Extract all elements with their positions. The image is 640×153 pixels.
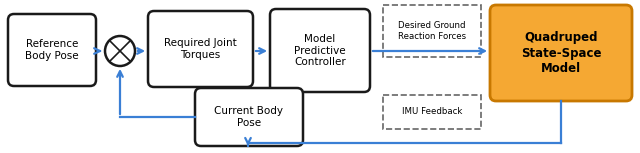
FancyBboxPatch shape <box>8 14 96 86</box>
FancyBboxPatch shape <box>490 5 632 101</box>
FancyBboxPatch shape <box>383 95 481 129</box>
Text: Model
Predictive
Controller: Model Predictive Controller <box>294 34 346 67</box>
Text: Reference
Body Pose: Reference Body Pose <box>25 39 79 61</box>
Ellipse shape <box>105 36 135 66</box>
FancyBboxPatch shape <box>383 5 481 57</box>
FancyBboxPatch shape <box>148 11 253 87</box>
Text: Required Joint
Torques: Required Joint Torques <box>164 38 237 60</box>
Text: IMU Feedback: IMU Feedback <box>402 108 462 116</box>
Text: Current Body
Pose: Current Body Pose <box>214 106 284 128</box>
FancyBboxPatch shape <box>270 9 370 92</box>
Text: Quadruped
State-Space
Model: Quadruped State-Space Model <box>521 32 601 75</box>
FancyBboxPatch shape <box>195 88 303 146</box>
Text: Desired Ground
Reaction Forces: Desired Ground Reaction Forces <box>398 21 466 41</box>
